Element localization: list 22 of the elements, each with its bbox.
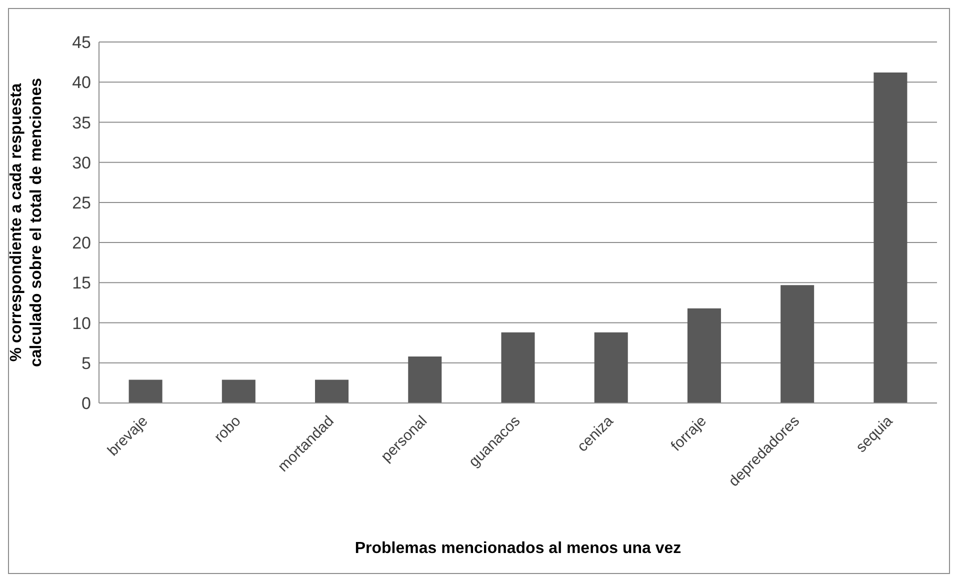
y-tick-label: 0: [82, 394, 91, 414]
bar: [128, 380, 162, 403]
x-tick-label: robo: [211, 412, 244, 446]
y-axis-title: % correspondiente a cada respuesta calculado sobre el total de menciones: [8, 78, 45, 367]
bar: [594, 332, 628, 403]
y-tick-label: 15: [72, 274, 91, 293]
y-tick-label: 20: [72, 234, 91, 253]
y-tick-label: 30: [72, 153, 91, 172]
y-tick-label: 35: [72, 113, 91, 132]
bar: [315, 380, 349, 403]
x-axis-title: Problemas mencionados al menos una vez: [354, 540, 682, 557]
bar: [780, 285, 814, 403]
y-tick-label: 5: [82, 354, 91, 373]
bar: [408, 356, 442, 403]
y-tick-label: 40: [72, 73, 91, 92]
y-tick-label: 10: [72, 314, 91, 333]
y-tick-label: 25: [72, 193, 91, 212]
bar: [874, 72, 908, 403]
bar: [687, 308, 721, 403]
y-tick-label: 45: [72, 33, 91, 52]
bar: [222, 380, 256, 403]
bar: [501, 332, 535, 403]
